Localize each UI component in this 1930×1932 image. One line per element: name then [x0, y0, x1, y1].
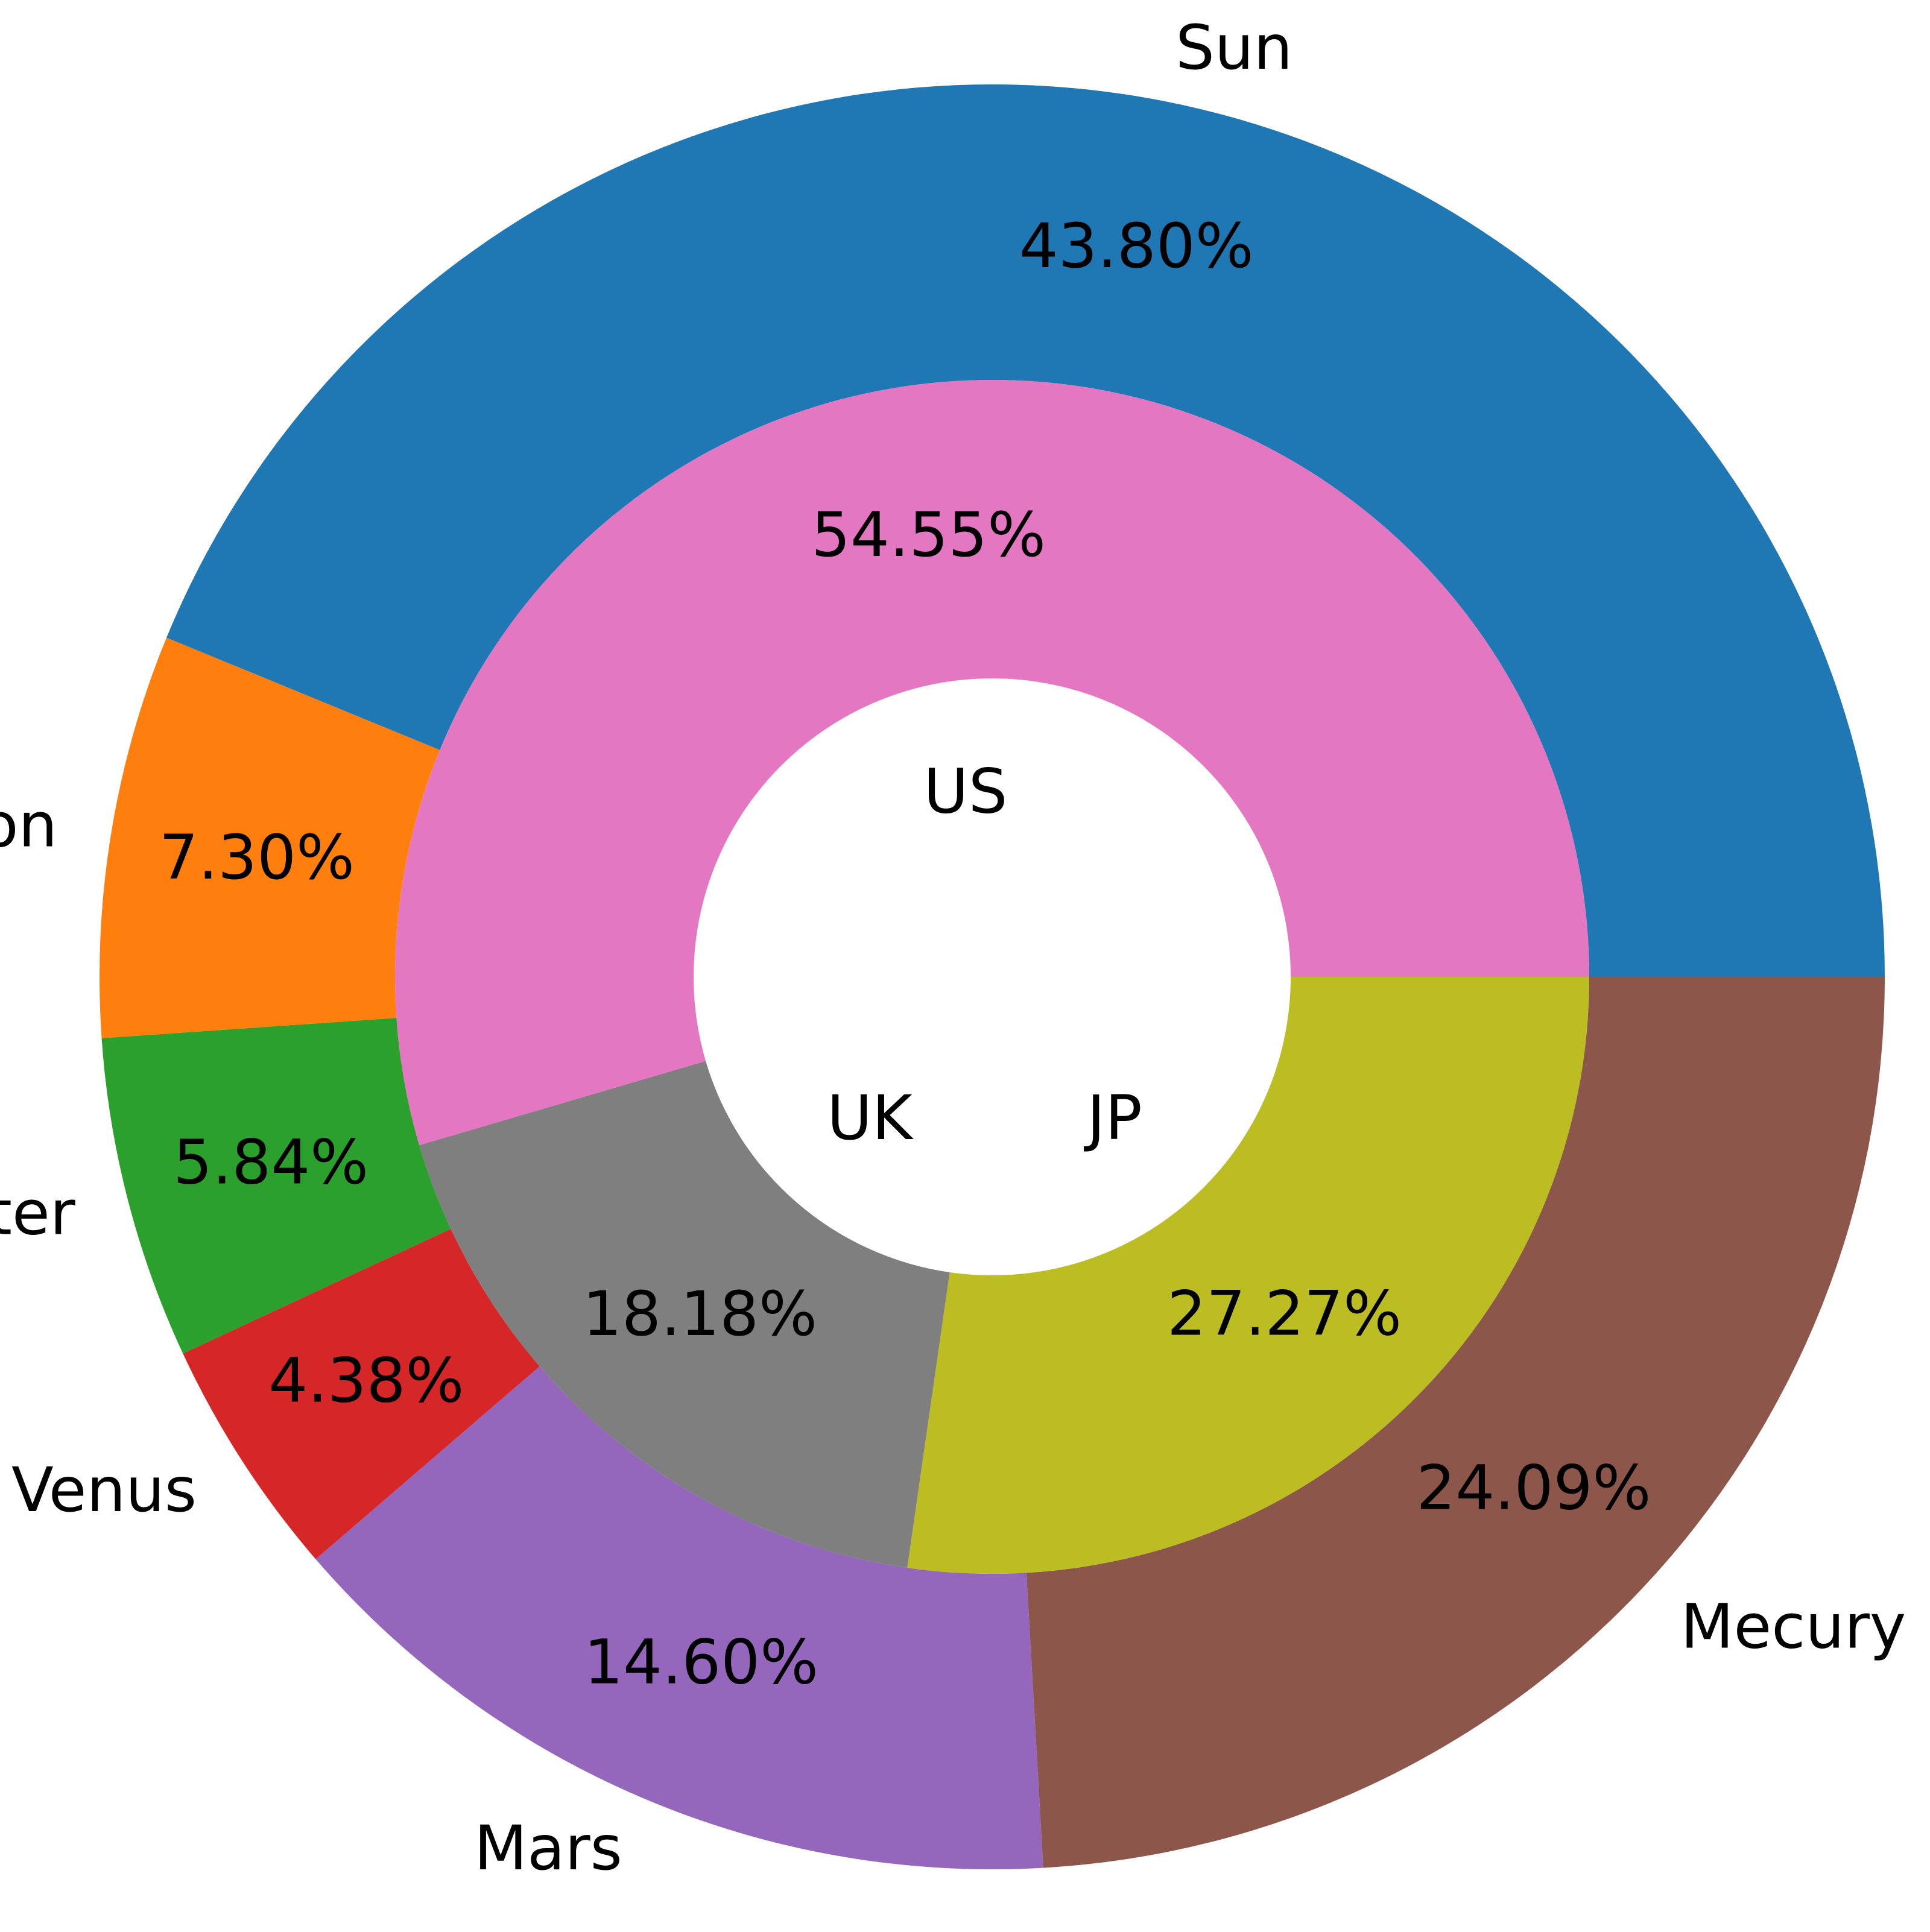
outer_ring-wedge-moon — [99, 637, 440, 1038]
outer_ring-category-label-mecury: Mecury — [1681, 1591, 1906, 1662]
outer_ring-category-label-moon: Moon — [0, 790, 57, 862]
outer_ring-category-label-venus: Venus — [11, 1454, 197, 1526]
inner_ring-percent-label-jp: 27.27% — [1167, 1278, 1402, 1350]
inner_ring-category-label-us: US — [923, 756, 1007, 828]
outer_ring-percent-label-moon: 7.30% — [159, 822, 355, 894]
outer_ring-wedge-mecury — [1026, 977, 1885, 1868]
outer_ring-category-label-jupiter: Jupiter — [0, 1177, 75, 1249]
inner_ring-percent-label-us: 54.55% — [811, 499, 1046, 571]
outer_ring-category-label-mars: Mars — [474, 1813, 622, 1884]
outer_ring-percent-label-mecury: 24.09% — [1416, 1452, 1651, 1524]
inner_ring-category-label-jp: JP — [1083, 1082, 1142, 1154]
outer_ring-wedge-mars — [315, 1366, 1043, 1869]
inner_ring-wedge-uk — [419, 1061, 950, 1568]
inner_ring-percent-label-uk: 18.18% — [583, 1278, 817, 1350]
outer_ring-wedge-venus — [183, 1228, 540, 1559]
inner_ring-category-label-uk: UK — [827, 1082, 914, 1154]
outer_ring-wedge-sun — [166, 84, 1885, 977]
outer_ring-percent-label-mars: 14.60% — [584, 1626, 818, 1698]
inner_ring-wedge-us — [395, 380, 1590, 1146]
chart-labels: 24.09% Mecury 14.60% Mars 4.38% Venus 5.84% Jup… — [0, 12, 1906, 1884]
outer-ring — [99, 84, 1885, 1869]
inner_ring-wedge-jp — [907, 977, 1589, 1574]
outer_ring-percent-label-venus: 4.38% — [268, 1345, 464, 1416]
outer_ring-percent-label-sun: 43.80% — [1019, 210, 1254, 282]
outer_ring-category-label-sun: Sun — [1175, 12, 1292, 84]
inner-ring — [395, 380, 1590, 1574]
outer_ring-percent-label-jupiter: 5.84% — [173, 1127, 369, 1199]
outer_ring-wedge-jupiter — [101, 1018, 451, 1354]
